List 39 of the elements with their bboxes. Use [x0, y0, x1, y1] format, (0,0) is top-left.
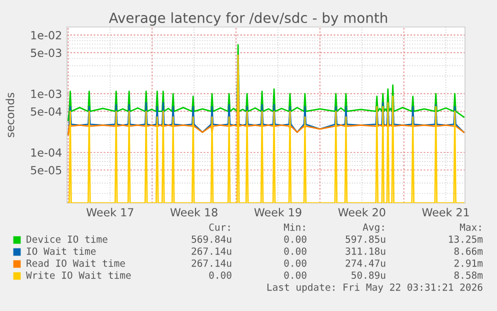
text: 267.14u	[192, 247, 232, 255]
y-axis-title: seconds	[6, 92, 14, 138]
text: 8.58m	[454, 271, 483, 279]
y-tick-label: 5e-05	[30, 166, 62, 174]
y-tick-label: 5e-03	[30, 48, 62, 58]
text: 2.91m	[454, 259, 483, 267]
chart-title: Average latency for /dev/sdc - by month	[108, 12, 388, 26]
text: 0.00	[284, 271, 306, 279]
y-tick-label: 1e-04	[31, 148, 62, 157]
legend-label: Read IO Wait time	[26, 259, 125, 267]
text: 0.00	[284, 259, 306, 267]
y-tick-label: 1e-03	[31, 90, 62, 98]
text: 0.00	[209, 271, 232, 279]
text: Min:	[284, 223, 305, 231]
text: Last update: Fri May 22 03:31:21 2026	[267, 283, 482, 293]
text: 274.47u	[346, 259, 386, 267]
text: Avg:	[362, 224, 384, 233]
y-tick-label: 1e-02	[31, 30, 62, 40]
y-tick-label: 5e-04	[30, 107, 62, 116]
x-tick-label: Week 21	[422, 208, 469, 216]
text: 569.84u	[192, 235, 232, 243]
text: 8.66m	[454, 247, 483, 255]
text: 311.18u	[346, 247, 386, 255]
text: 50.89u	[352, 271, 386, 279]
legend-label: IO Wait time	[26, 247, 96, 255]
text: 597.85u	[346, 235, 386, 243]
x-tick-label: Week 20	[338, 208, 386, 216]
x-tick-label: Week 19	[254, 208, 302, 216]
text: 0.00	[284, 247, 306, 255]
text: 13.25m	[449, 235, 483, 243]
x-tick-label: Week 17	[86, 208, 134, 216]
legend-label: Device IO time	[26, 235, 108, 243]
line-series	[68, 44, 464, 122]
text: 267.14u	[192, 259, 232, 267]
legend-label: Write IO Wait time	[26, 271, 131, 279]
x-tick-label: Week 18	[170, 208, 218, 216]
text: Cur:	[209, 223, 230, 231]
text: Max:	[460, 224, 481, 231]
text: 0.00	[284, 235, 306, 243]
